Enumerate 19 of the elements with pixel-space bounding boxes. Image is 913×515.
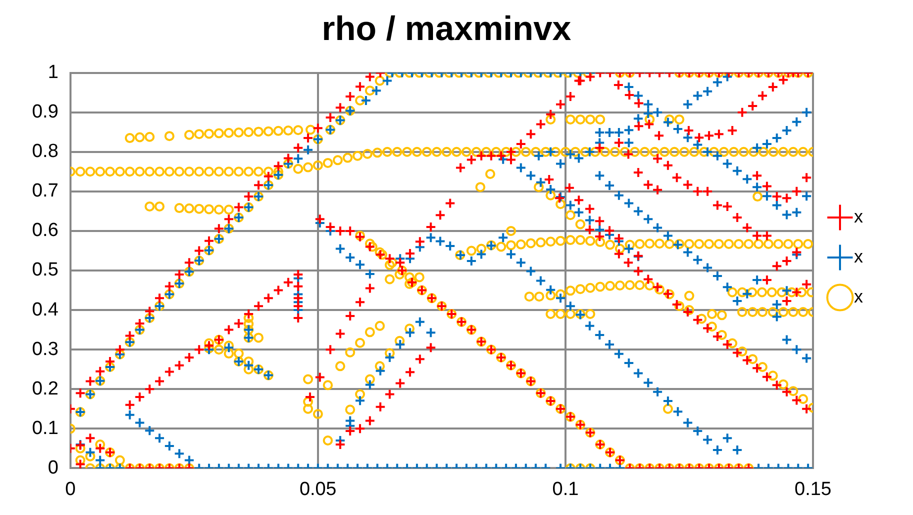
y-tick-label: 0.6 bbox=[32, 220, 58, 242]
x-tick-label: 0.15 bbox=[794, 478, 832, 500]
y-tick-label: 0.5 bbox=[32, 260, 58, 281]
legend-label: x bbox=[854, 246, 863, 266]
chart-title: rho / maxminvx bbox=[322, 10, 572, 48]
y-tick-label: 0.2 bbox=[32, 378, 58, 400]
x-tick-label: 0.1 bbox=[552, 478, 579, 500]
y-tick-label: 0.1 bbox=[32, 418, 58, 439]
legend-label: x bbox=[854, 206, 863, 226]
y-tick-label: 0.4 bbox=[32, 299, 59, 320]
y-tick-label: 0 bbox=[48, 457, 58, 478]
y-tick-label: 0.9 bbox=[32, 102, 58, 123]
y-tick-label: 0.3 bbox=[32, 338, 58, 360]
legend-label: x bbox=[854, 286, 863, 306]
y-tick-label: 0.8 bbox=[32, 141, 58, 162]
x-tick-label: 0.05 bbox=[299, 478, 336, 500]
y-tick-label: 1 bbox=[48, 62, 58, 84]
x-tick-label: 0 bbox=[65, 478, 76, 500]
y-tick-label: 0.7 bbox=[32, 180, 58, 202]
